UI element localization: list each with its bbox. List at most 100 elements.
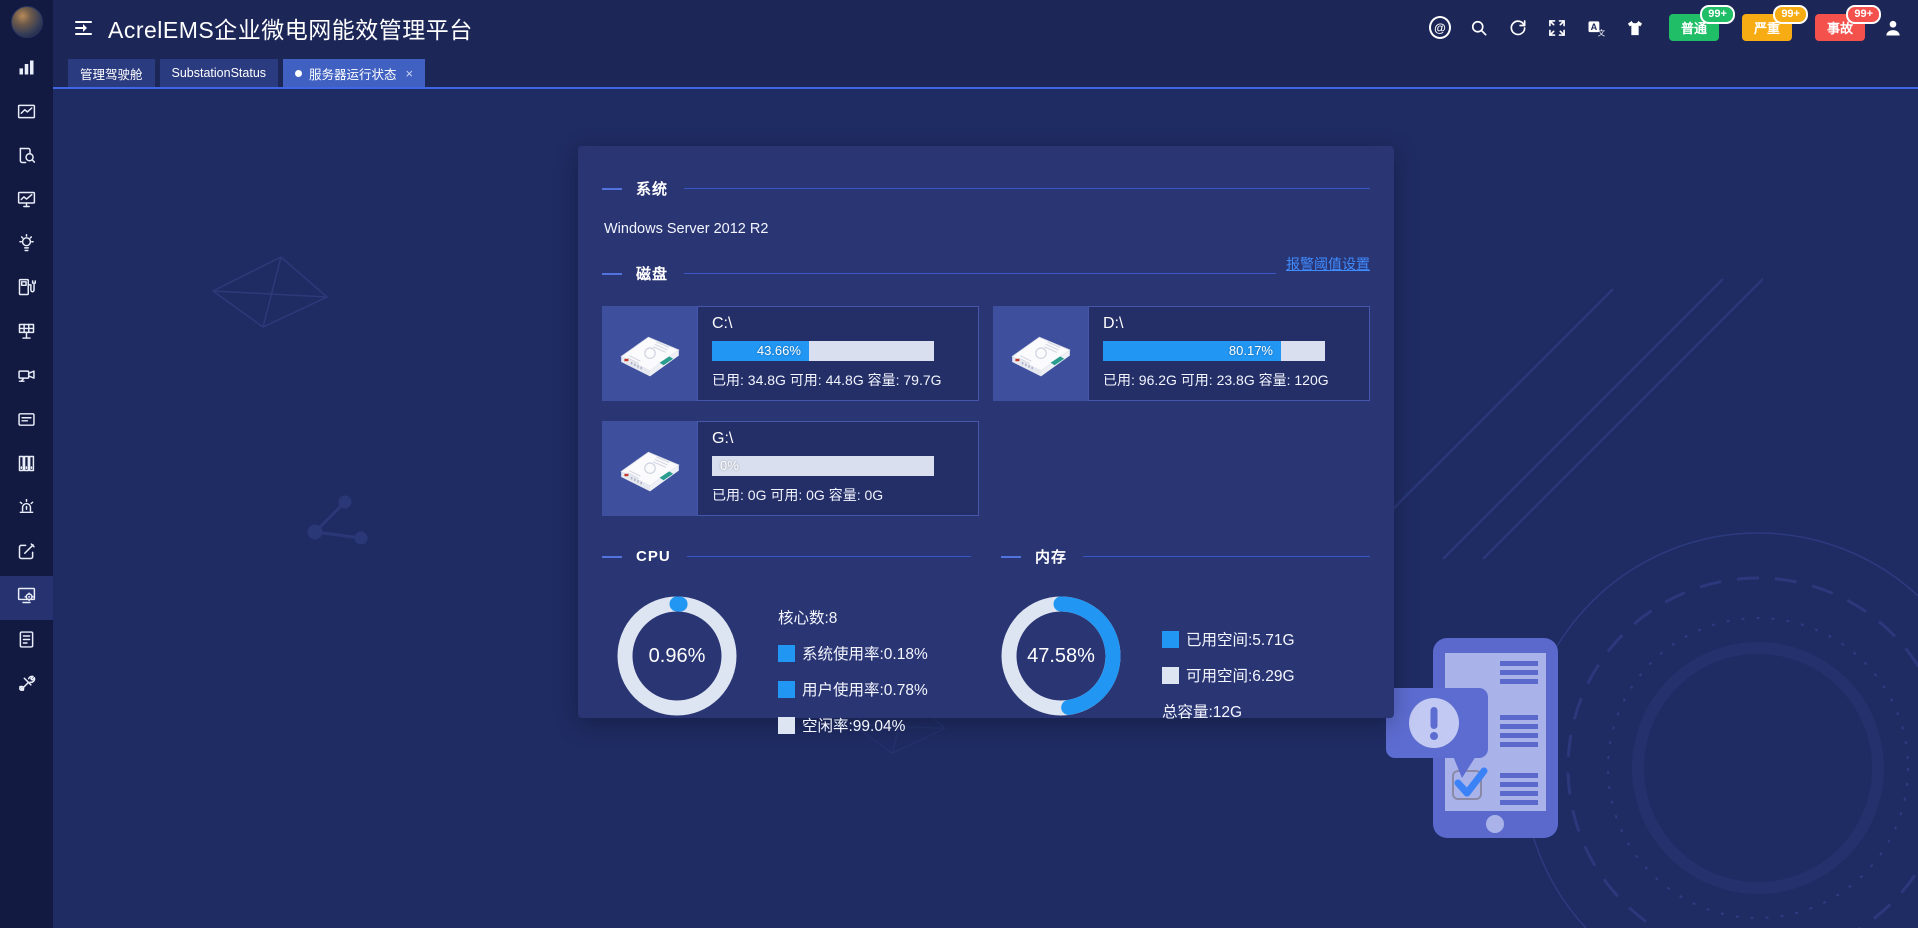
- legend-item: 核心数:8: [778, 610, 838, 627]
- tab-server-status[interactable]: 服务器运行状态 ×: [283, 59, 426, 87]
- books-icon: [16, 453, 37, 479]
- section-line: [684, 188, 1370, 189]
- drive-name: C:\: [712, 315, 733, 332]
- alarm-button-severe[interactable]: 严重 99+: [1741, 5, 1808, 41]
- section-line: [684, 273, 1370, 274]
- alarm-count-severe: 99+: [1773, 5, 1808, 24]
- tools-icon: [16, 673, 37, 699]
- section-system: 系统: [602, 146, 1370, 199]
- legend-item: 用户使用率:0.78%: [778, 671, 928, 707]
- theme-shirt-icon[interactable]: [1624, 17, 1646, 39]
- tab-dashboard[interactable]: 管理驾驶舱: [68, 59, 155, 87]
- user-icon[interactable]: [1882, 17, 1904, 39]
- search-icon[interactable]: [1468, 17, 1490, 39]
- alarm-button-accident[interactable]: 事故 99+: [1814, 5, 1881, 41]
- sidebar-item-maintenance-tools[interactable]: [0, 664, 53, 708]
- section-dash: [602, 187, 622, 190]
- section-line: [686, 556, 971, 557]
- memory-usage-value: 47.58%: [1027, 644, 1095, 667]
- sidebar-item-edit-compose[interactable]: [0, 532, 53, 576]
- bulb-icon: [16, 233, 37, 259]
- sidebar-item-trend-chart[interactable]: [0, 92, 53, 136]
- disk-stats: 已用: 0G 可用: 0G 容量: 0G: [712, 487, 884, 503]
- drive-name: D:\: [1103, 315, 1124, 332]
- server-status-panel: 系统 Windows Server 2012 R2 报警阈值设置 磁盘: [578, 146, 1394, 735]
- section-title-system: 系统: [636, 181, 669, 198]
- legend-swatch-blue: [778, 644, 795, 662]
- disk-info: C:\ 43.66% 已用: 34.8G 可用: 44.8G 容量: 79.7G: [697, 306, 979, 401]
- memory-legend: 已用空间:5.71G 可用空间:6.29G 总容量:12G: [1162, 621, 1295, 729]
- disk-usage-percent: 0%: [720, 458, 739, 473]
- disk-device-icon: [602, 421, 697, 516]
- menu-collapse-icon[interactable]: [75, 20, 92, 35]
- document-icon: [16, 629, 37, 655]
- sidebar-item-pv-panel[interactable]: [0, 312, 53, 356]
- camera-icon: [16, 365, 37, 391]
- cpu-donut: 0.96%: [614, 593, 740, 719]
- sidebar-item-report-search[interactable]: [0, 136, 53, 180]
- ev-charger-icon: [16, 277, 37, 303]
- os-name: Windows Server 2012 R2: [604, 221, 769, 237]
- sidebar-item-video-camera[interactable]: [0, 356, 53, 400]
- drive-name: G:\: [712, 430, 734, 447]
- legend-swatch-blue: [1162, 630, 1179, 648]
- alarm-button-normal[interactable]: 普通 99+: [1668, 5, 1735, 41]
- sidebar-item-report-doc[interactable]: [0, 620, 53, 664]
- card-icon: [16, 409, 37, 435]
- legend-item: 总容量:12G: [1162, 704, 1243, 721]
- sidebar-item-ev-charger[interactable]: [0, 268, 53, 312]
- sidebar-item-server-status[interactable]: [0, 576, 53, 620]
- disk-card-d: D:\ 80.17% 已用: 96.2G 可用: 23.8G 容量: 120G: [993, 306, 1370, 401]
- sidebar: [0, 0, 53, 928]
- sidebar-item-alarm-siren[interactable]: [0, 488, 53, 532]
- trend-chart-icon: [16, 101, 37, 127]
- alarm-count-normal: 99+: [1700, 5, 1735, 24]
- section-disk: 磁盘: [602, 263, 1370, 284]
- refresh-icon[interactable]: [1507, 17, 1529, 39]
- disk-usage-percent: 80.17%: [1228, 343, 1273, 358]
- sidebar-item-device-card[interactable]: [0, 400, 53, 444]
- legend-item: 空闲率:99.04%: [778, 707, 928, 743]
- alarm-threshold-link[interactable]: 报警阈值设置: [1276, 254, 1370, 274]
- section-dash: [602, 272, 622, 275]
- contact-icon[interactable]: @: [1428, 16, 1451, 39]
- avatar[interactable]: [10, 6, 43, 38]
- deco-wireframe-diamond: [211, 256, 329, 328]
- fullscreen-icon[interactable]: [1546, 17, 1568, 39]
- disk-device-icon: [993, 306, 1088, 401]
- cpu-chart: 0.96% 核心数:8 系统使用率:0.18% 用户使用率:0.78% 空闲率:…: [602, 593, 986, 743]
- section-title-memory: 内存: [1035, 549, 1068, 566]
- legend-swatch-gray: [1162, 666, 1179, 684]
- disk-info: D:\ 80.17% 已用: 96.2G 可用: 23.8G 容量: 120G: [1088, 306, 1370, 401]
- legend-item: 系统使用率:0.18%: [778, 635, 928, 671]
- section-dash: [602, 555, 622, 558]
- section-title-cpu: CPU: [636, 548, 671, 565]
- disk-usage-bar: 0%: [712, 456, 934, 476]
- page-title: AcrelEMS企业微电网能效管理平台: [108, 16, 473, 43]
- disk-device-icon: [602, 306, 697, 401]
- monitor-curve-icon: [16, 189, 37, 215]
- sidebar-item-energy-bulb[interactable]: [0, 224, 53, 268]
- content-area: 系统 Windows Server 2012 R2 报警阈值设置 磁盘: [53, 89, 1918, 928]
- legend-swatch-blue: [778, 680, 795, 698]
- sidebar-item-monitor-curve[interactable]: [0, 180, 53, 224]
- memory-chart: 47.58% 已用空间:5.71G 可用空间:6.29G 总容量:12G: [986, 593, 1370, 743]
- cpu-usage-value: 0.96%: [648, 644, 706, 667]
- svg-text:A: A: [1591, 22, 1598, 32]
- report-search-icon: [16, 145, 37, 171]
- disk-usage-bar: 43.66%: [712, 341, 934, 361]
- sidebar-item-bar-stats[interactable]: [0, 48, 53, 92]
- tab-substation-status[interactable]: SubstationStatus: [159, 59, 279, 87]
- legend-item: 已用空间:5.71G: [1162, 621, 1295, 657]
- legend-swatch-gray: [778, 716, 795, 734]
- active-tab-dot: [295, 69, 303, 77]
- deco-molecule: [307, 495, 368, 544]
- edit-icon: [16, 541, 37, 567]
- tab-close-icon[interactable]: ×: [405, 65, 414, 81]
- sidebar-item-archive-books[interactable]: [0, 444, 53, 488]
- section-dash: [1001, 555, 1021, 558]
- disk-grid: C:\ 43.66% 已用: 34.8G 可用: 44.8G 容量: 79.7G: [602, 306, 1370, 516]
